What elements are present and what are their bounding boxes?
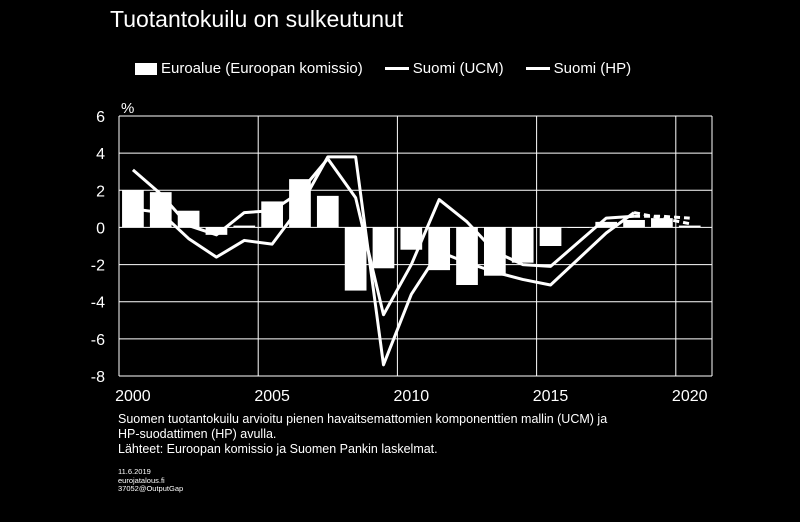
legend-hp-swatch (525, 67, 550, 70)
line-suomi-ucm-projection (634, 214, 690, 220)
bar-series (122, 179, 701, 291)
legend-ucm-swatch (384, 67, 409, 70)
x-tick-label: 2010 (394, 388, 430, 405)
bar-2009 (372, 227, 395, 269)
y-tick-label: 2 (96, 183, 105, 200)
bar-2020 (678, 225, 701, 228)
bar-2019 (651, 218, 673, 228)
meta-date: 11.6.2019 (118, 467, 151, 476)
bar-2015 (539, 227, 562, 246)
chart-title: Tuotantokuilu on sulkeutunut (110, 6, 404, 32)
meta-site: eurojatalous.fi (118, 475, 165, 485)
legend-item-bars: Euroalue (Euroopan komissio) (135, 60, 363, 77)
bar-2008 (344, 227, 367, 291)
bar-2014 (511, 227, 534, 263)
bar-2018 (623, 220, 645, 228)
bar-2017 (595, 221, 618, 228)
chart-legend: Euroalue (Euroopan komissio) Suomi (UCM)… (135, 60, 653, 77)
chart-axes: 6 4 2 0 -2 -4 -6 -8% 2000 2005 2010 2015 2020 (91, 100, 708, 405)
y-tick-label: -6 (91, 332, 105, 349)
y-tick-label: 0 (96, 220, 105, 237)
y-tick-label: 4 (96, 146, 105, 163)
chart-footnote: Suomen tuotantokuilu arvioitu pienen hav… (118, 412, 678, 457)
x-tick-label: 2005 (254, 388, 290, 405)
bar-2003 (205, 227, 228, 235)
footnote-line-1: Suomen tuotantokuilu arvioitu pienen hav… (118, 412, 608, 426)
bar-2016 (567, 227, 590, 228)
y-tick-label: -2 (91, 258, 105, 275)
line-suomi-hp (132, 155, 635, 367)
legend-item-ucm: Suomi (UCM) (384, 60, 504, 77)
legend-item-hp: Suomi (HP) (525, 60, 632, 77)
y-tick-label: 6 (96, 109, 105, 126)
footnote-line-2: HP-suodattimen (HP) avulla. (118, 427, 277, 441)
bar-2012 (456, 227, 478, 285)
bar-2002 (177, 210, 200, 228)
bar-2006 (289, 179, 311, 228)
legend-bar-swatch (135, 62, 157, 75)
output-gap-chart: 6 4 2 0 -2 -4 -6 -8% 2000 2005 2010 2015 2020 (91, 100, 713, 405)
x-tick-label: 2015 (533, 388, 569, 405)
x-tick-label: 2020 (672, 388, 708, 405)
legend-hp-label: Suomi (HP) (553, 60, 632, 77)
y-tick-label: -8 (91, 369, 105, 386)
bar-2001 (149, 192, 172, 228)
line-series (131, 155, 691, 367)
chart-metadata: 11.6.2019 eurojatalous.fi 37052@OutputGa… (118, 467, 184, 494)
legend-bar-label: Euroalue (Euroopan komissio) (161, 60, 363, 77)
y-axis-unit-label: % (121, 100, 134, 117)
y-tick-label: -4 (91, 295, 105, 312)
bar-2004 (233, 225, 256, 228)
legend-ucm-label: Suomi (UCM) (412, 60, 504, 77)
x-tick-label: 2000 (115, 388, 151, 405)
bar-2010 (400, 227, 423, 250)
line-suomi-ucm (131, 157, 635, 317)
bar-2007 (316, 195, 339, 228)
meta-code: 37052@OutputGap (118, 484, 184, 493)
footnote-sources: Lähteet: Euroopan komissio ja Suomen Pan… (118, 442, 438, 456)
